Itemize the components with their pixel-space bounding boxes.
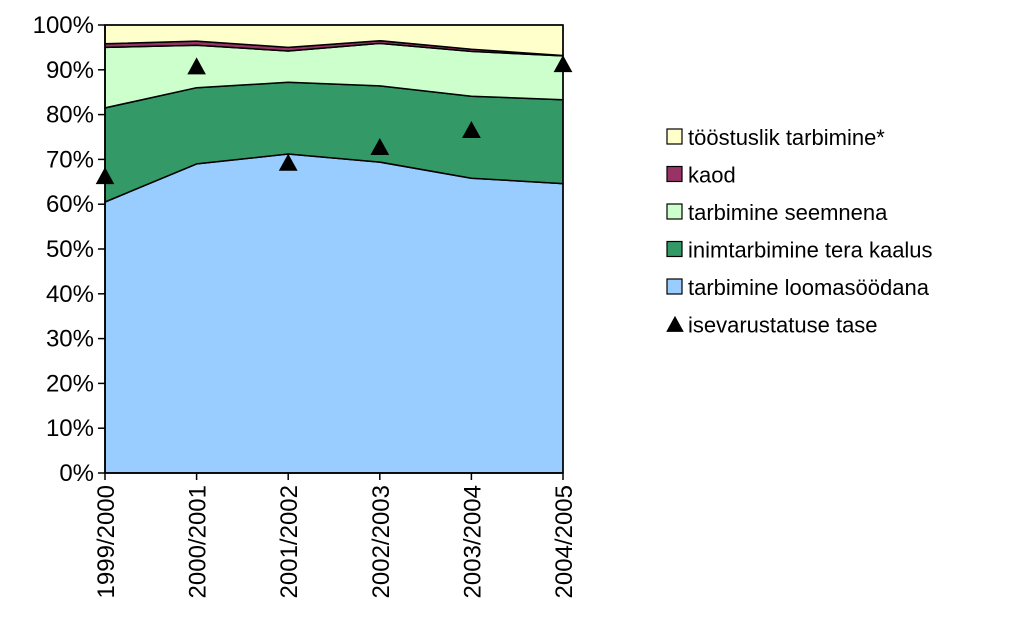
x-tick-label: 2004/2005 bbox=[551, 485, 578, 598]
legend-label: kaod bbox=[688, 163, 736, 188]
y-tick-label: 0% bbox=[59, 460, 94, 487]
legend-swatch bbox=[666, 240, 683, 258]
y-tick-label: 50% bbox=[46, 236, 94, 263]
x-tick-label: 2002/2003 bbox=[368, 485, 395, 598]
x-tick-label: 2001/2002 bbox=[276, 485, 303, 598]
x-tick-label: 2000/2001 bbox=[185, 485, 212, 598]
y-tick-label: 80% bbox=[46, 102, 94, 129]
y-tick-label: 10% bbox=[46, 415, 94, 442]
legend-marker bbox=[666, 315, 684, 332]
marker-point bbox=[553, 55, 573, 73]
legend-swatch bbox=[666, 128, 683, 145]
y-tick-label: 100% bbox=[33, 12, 94, 39]
legend-label: inimtarbimine tera kaalus bbox=[688, 238, 933, 263]
legend-swatch bbox=[666, 165, 683, 183]
x-tick-label: 1999/2000 bbox=[93, 485, 120, 598]
y-tick-label: 90% bbox=[46, 57, 94, 84]
y-tick-label: 70% bbox=[46, 146, 94, 173]
marker-point bbox=[370, 138, 390, 155]
legend-swatch bbox=[666, 203, 683, 220]
legend-swatch bbox=[666, 278, 683, 295]
marker-point bbox=[187, 57, 206, 75]
marker-point bbox=[95, 167, 115, 185]
x-tick-label: 2003/2004 bbox=[459, 485, 486, 598]
marker-point bbox=[278, 153, 298, 171]
area-series-1 bbox=[104, 153, 564, 474]
legend-label: tarbimine loomasöödana bbox=[688, 275, 930, 300]
legend-label: tarbimine seemnena bbox=[688, 200, 888, 225]
legend-label: tööstuslik tarbimine* bbox=[688, 125, 885, 150]
legend-label: isevarustatuse tase bbox=[688, 313, 878, 338]
y-tick-label: 20% bbox=[46, 370, 94, 397]
y-tick-label: 60% bbox=[46, 191, 94, 218]
marker-point bbox=[462, 121, 481, 138]
y-tick-label: 30% bbox=[46, 326, 94, 353]
y-tick-label: 40% bbox=[46, 281, 94, 308]
